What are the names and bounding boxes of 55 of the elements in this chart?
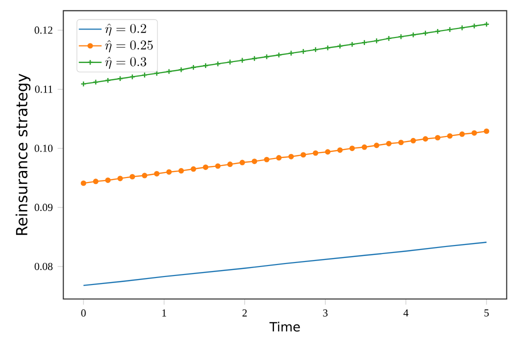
point (374, 142, 380, 148)
point (422, 136, 428, 142)
point (288, 50, 294, 56)
point (264, 54, 270, 60)
x-tick-label: 2 (242, 309, 247, 316)
y-tick-label: 0.11 (35, 86, 52, 93)
point (93, 178, 98, 184)
point (264, 156, 270, 162)
point (227, 162, 233, 168)
point (434, 134, 440, 140)
y-tick-label: 0.12 (34, 26, 52, 34)
point (190, 166, 196, 172)
point (337, 147, 343, 153)
legend-label: $\hat{\eta} = 0.3$ (105, 56, 146, 69)
point (459, 131, 465, 137)
point (117, 176, 123, 182)
point (80, 180, 86, 186)
point (178, 168, 184, 174)
point (349, 146, 355, 152)
point (178, 66, 184, 73)
point (240, 160, 246, 166)
legend-label: $\hat{\eta} = 0.2$ (105, 24, 146, 36)
point (472, 130, 478, 136)
x-tick-label: 0 (81, 309, 86, 317)
point (252, 158, 258, 164)
x-tick-label: 5 (484, 309, 489, 316)
legend-label: $\hat{\eta} = 0.25$ (105, 40, 153, 52)
x-tick-label: 3 (323, 309, 328, 317)
point (154, 70, 160, 76)
point (276, 155, 282, 161)
point (154, 171, 160, 176)
point (239, 57, 246, 64)
point (398, 140, 404, 146)
y-axis-title: Reinsurance strategy (16, 74, 30, 235)
point (410, 138, 416, 144)
point (130, 174, 136, 180)
point (288, 154, 294, 160)
point (447, 133, 453, 139)
y-tick-label: 0.08 (34, 262, 53, 270)
point (312, 150, 318, 156)
point (166, 169, 172, 175)
point (215, 163, 221, 169)
point (105, 178, 111, 183)
point (362, 144, 368, 150)
point (386, 140, 392, 146)
point (300, 152, 306, 158)
point (142, 172, 148, 178)
point (202, 164, 208, 170)
x-tick-label: 1 (162, 309, 166, 316)
point (324, 149, 330, 155)
x-tick-label: 4 (403, 309, 408, 316)
x-axis-title: Time (269, 322, 300, 332)
y-tick-label: 0.10 (34, 144, 53, 152)
point (484, 128, 490, 134)
y-tick-label: 0.09 (34, 204, 52, 212)
